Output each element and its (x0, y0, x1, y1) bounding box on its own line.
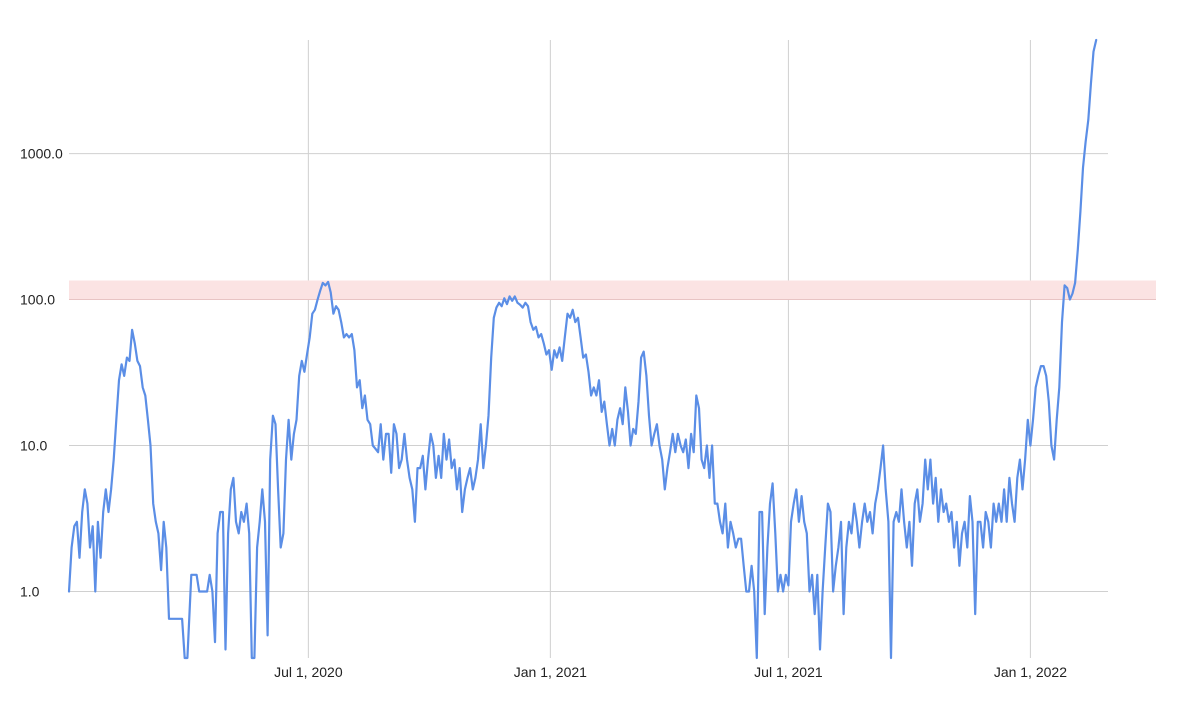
y-tick-label: 1000.0 (20, 146, 63, 162)
y-tick-label: 100.0 (20, 292, 55, 308)
highlight-band (69, 280, 1156, 300)
x-tick-label: Jan 1, 2021 (514, 664, 587, 680)
x-tick-label: Jul 1, 2020 (274, 664, 343, 680)
y-tick-label: 10.0 (20, 437, 47, 453)
highlight-band-layer (69, 280, 1156, 301)
y-tick-label: 1.0 (20, 583, 40, 599)
series-layer (67, 38, 1098, 660)
tick-labels: Jul 1, 2020 Jan 1, 2021 Jul 1, 2021 Jan 1, … (20, 146, 1067, 680)
x-tick-label: Jul 1, 2021 (754, 664, 823, 680)
x-tick-label: Jan 1, 2022 (994, 664, 1067, 680)
series-line (67, 38, 1098, 660)
